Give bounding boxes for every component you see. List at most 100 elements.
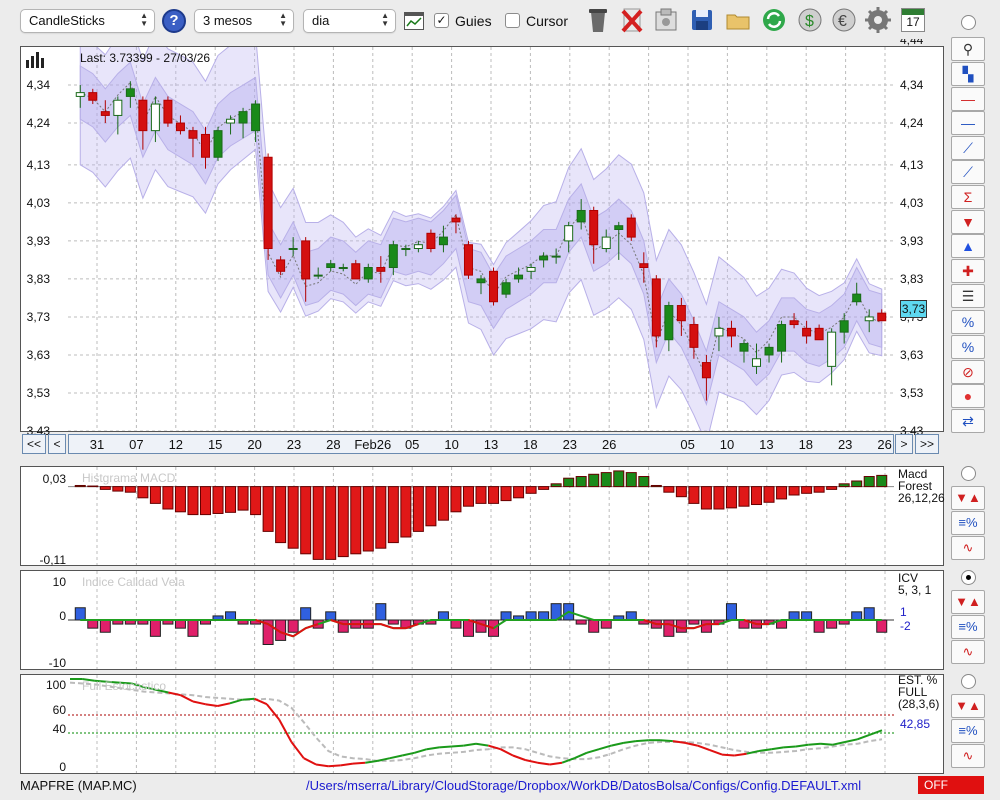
lines-menu-icon[interactable]: ☰ — [951, 284, 985, 308]
candle — [200, 133, 210, 158]
icv-side-label: 5, 3, 1 — [898, 583, 932, 597]
nav-prev-button[interactable]: < — [48, 434, 66, 454]
main-panel-radio[interactable] — [961, 15, 976, 30]
horizontal-blue-line-icon[interactable]: — — [951, 111, 985, 135]
icv-bar — [801, 611, 813, 621]
candle — [802, 327, 812, 337]
cursor-checkbox[interactable] — [505, 13, 520, 28]
trend-sum-icon[interactable]: Σ — [951, 185, 985, 209]
period-select[interactable]: 3 mesos ▲ ▼ — [194, 9, 294, 33]
icv-ytick: -10 — [48, 656, 66, 670]
currency-dollar-icon[interactable]: $ — [796, 6, 824, 34]
stoch-k-segment — [229, 698, 243, 705]
chevron-updown-icon: ▲ ▼ — [381, 11, 389, 28]
percent-lines-icon[interactable]: % — [951, 335, 985, 359]
stoch-k-segment — [475, 742, 489, 747]
macd-ytick: 0,03 — [42, 472, 66, 486]
nav-next-button[interactable]: > — [895, 434, 913, 454]
icv-settings-percent-icon[interactable]: ≡% — [951, 615, 985, 639]
interval-select[interactable]: dia ▲ ▼ — [303, 9, 396, 33]
icv-bar — [788, 611, 800, 621]
stoch-k-segment — [524, 759, 538, 764]
delete-file-icon[interactable] — [618, 6, 646, 34]
macd-bar — [262, 486, 274, 532]
copy-file-icon[interactable] — [652, 6, 680, 34]
stoch-curve-icon[interactable]: ∿ — [951, 744, 985, 768]
status-off-badge[interactable]: OFF — [918, 776, 984, 794]
macd-panel-radio[interactable] — [961, 466, 976, 481]
stoch-ytick: 100 — [45, 678, 66, 692]
macd-bar — [350, 486, 362, 555]
macd-chart[interactable] — [68, 467, 894, 565]
icv-signal-segment — [693, 623, 707, 630]
horizontal-red-line-icon[interactable]: — — [951, 87, 985, 111]
currency-euro-icon[interactable]: € — [830, 6, 858, 34]
candle — [814, 327, 824, 341]
record-icon[interactable]: ● — [951, 384, 985, 408]
stop-icon[interactable]: ⊘ — [951, 360, 985, 384]
percent-range-icon[interactable]: % — [951, 310, 985, 334]
macd-bar — [826, 486, 838, 490]
candle — [789, 320, 799, 326]
bar-chart-icon[interactable] — [26, 52, 48, 68]
save-icon[interactable] — [688, 6, 716, 34]
candle — [589, 209, 599, 246]
add-arrow-icon[interactable]: ✚ — [951, 259, 985, 283]
stoch-k-segment — [180, 694, 194, 703]
icv-bar — [851, 611, 863, 621]
icv-signal-segment — [480, 623, 494, 630]
price-chart-icon[interactable]: ▚ — [951, 62, 985, 86]
guides-checkbox[interactable]: ✓ — [434, 13, 449, 28]
icv-move-updown-icon[interactable]: ▼▲ — [951, 590, 985, 614]
stoch-k-segment — [155, 688, 169, 694]
price-chart[interactable] — [68, 47, 894, 431]
stoch-k-segment — [82, 678, 95, 682]
macd-move-updown-icon[interactable]: ▼▲ — [951, 486, 985, 510]
nav-last-button[interactable]: >> — [915, 434, 939, 454]
macd-bar — [563, 477, 575, 488]
gear-icon[interactable] — [864, 6, 892, 34]
fibonacci-icon[interactable]: ⟋ — [951, 136, 985, 160]
stoch-k-segment — [303, 757, 317, 766]
nav-first-button[interactable]: << — [22, 434, 46, 454]
price-ytick-right: 3,53 — [900, 385, 924, 400]
icv-curve-icon[interactable]: ∿ — [951, 640, 985, 664]
date-tick: 12 — [168, 437, 184, 452]
up-arrow-icon[interactable]: ▲ — [951, 234, 985, 258]
icv-signal-segment — [468, 619, 482, 626]
candle — [388, 244, 398, 269]
chart-window-icon[interactable] — [404, 12, 424, 30]
macd-curve-icon[interactable]: ∿ — [951, 536, 985, 560]
open-folder-icon[interactable] — [724, 6, 752, 34]
stoch-k-segment — [697, 744, 711, 752]
macd-settings-percent-icon[interactable]: ≡% — [951, 511, 985, 535]
help-icon[interactable]: ? — [162, 9, 186, 33]
stoch-k-segment — [746, 750, 760, 755]
calendar-icon[interactable]: 17 — [901, 8, 925, 32]
icv-value-1: 1 — [900, 605, 907, 619]
icv-panel-radio[interactable] — [961, 570, 976, 585]
trash-icon[interactable] — [584, 6, 612, 34]
candle — [852, 293, 862, 303]
stoch-k-segment — [94, 679, 107, 683]
icv-chart[interactable] — [68, 571, 894, 669]
candle — [664, 305, 674, 341]
date-tick: 13 — [759, 437, 774, 452]
stoch-panel-radio[interactable] — [961, 674, 976, 689]
price-ytick-left: 3,73 — [26, 309, 50, 324]
trendline-icon[interactable]: ⟋ — [951, 160, 985, 184]
macd-bar — [675, 486, 687, 498]
stoch-settings-percent-icon[interactable]: ≡% — [951, 719, 985, 743]
macd-bar — [650, 484, 662, 488]
down-arrow-icon[interactable]: ▼ — [951, 210, 985, 234]
icv-signal-segment — [405, 623, 419, 630]
candle — [701, 362, 711, 379]
date-tick: 18 — [798, 437, 814, 452]
date-axis[interactable]: 31 07 12 15 20 23 28 Feb26 05 10 13 18 23 26 05 10 13 18 2… — [68, 434, 894, 454]
refresh-icon[interactable] — [760, 6, 788, 34]
zoom-icon[interactable]: ⚲ — [951, 37, 985, 61]
stoch-move-updown-icon[interactable]: ▼▲ — [951, 694, 985, 718]
stoch-chart[interactable] — [68, 675, 894, 773]
swap-icon[interactable]: ⇄ — [951, 409, 985, 433]
chart-type-select[interactable]: CandleSticks ▲ ▼ — [20, 9, 155, 33]
